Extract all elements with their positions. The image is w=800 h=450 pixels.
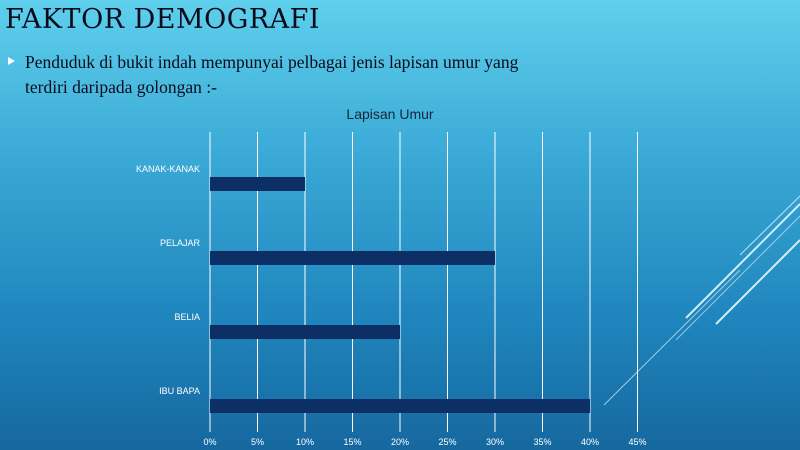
category-label: BELIA bbox=[174, 312, 200, 322]
chart-bars bbox=[210, 177, 590, 413]
x-tick-label: 0% bbox=[203, 437, 216, 447]
slide-title: FAKTOR DEMOGRAFI bbox=[5, 4, 321, 35]
bar bbox=[210, 325, 400, 339]
x-tick-label: 45% bbox=[628, 437, 646, 447]
x-tick-label: 15% bbox=[343, 437, 361, 447]
category-label: KANAK-KANAK bbox=[136, 164, 200, 174]
chart-title: Lapisan Umur bbox=[346, 106, 433, 122]
chart-x-tick-labels: 0% 5% 10% 15% 20% 25% 30% 35% 40% 45% bbox=[203, 437, 646, 447]
x-tick-label: 5% bbox=[251, 437, 264, 447]
x-tick-label: 35% bbox=[533, 437, 551, 447]
bullet-text: Penduduk di bukit indah mempunyai pelbag… bbox=[25, 52, 519, 97]
bar bbox=[210, 251, 495, 265]
category-label: PELAJAR bbox=[160, 238, 201, 248]
x-tick-label: 40% bbox=[581, 437, 599, 447]
chart-category-labels: KANAK-KANAK PELAJAR BELIA IBU BAPA bbox=[136, 164, 201, 396]
bar bbox=[210, 399, 590, 413]
x-tick-label: 10% bbox=[296, 437, 314, 447]
x-tick-label: 30% bbox=[486, 437, 504, 447]
bar bbox=[210, 177, 305, 191]
x-tick-label: 20% bbox=[391, 437, 409, 447]
x-tick-label: 25% bbox=[438, 437, 456, 447]
category-label: IBU BAPA bbox=[159, 386, 200, 396]
bullet-arrow-icon bbox=[8, 57, 15, 65]
